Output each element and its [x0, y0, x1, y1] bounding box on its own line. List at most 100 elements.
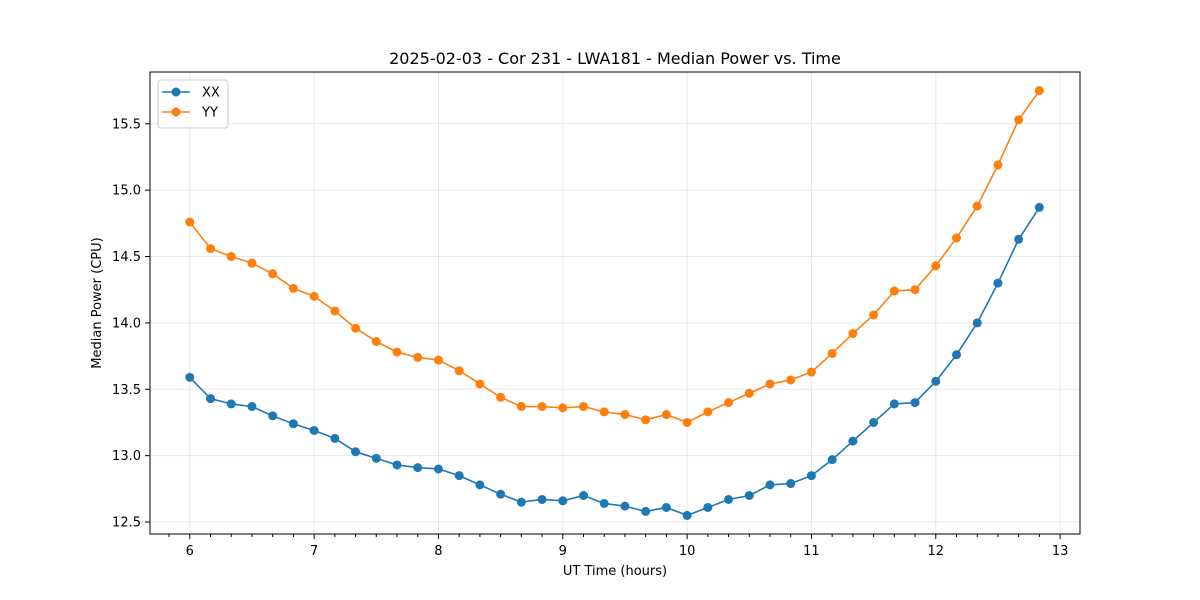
data-point-yy: [724, 398, 734, 408]
legend: XX YY: [157, 79, 229, 129]
data-point-xx: [288, 419, 298, 429]
data-point-xx: [724, 494, 734, 504]
data-point-yy: [1014, 115, 1024, 125]
data-point-yy: [1034, 86, 1044, 96]
data-point-xx: [475, 480, 485, 490]
data-point-xx: [392, 460, 402, 470]
data-point-xx: [806, 471, 816, 481]
data-point-xx: [599, 498, 609, 508]
data-point-yy: [641, 415, 651, 425]
data-point-xx: [889, 399, 899, 409]
x-tick-label: 12: [928, 544, 945, 559]
data-point-xx: [413, 463, 423, 473]
data-point-xx: [641, 506, 651, 516]
data-point-xx: [786, 479, 796, 489]
data-point-yy: [537, 402, 547, 412]
data-point-xx: [744, 491, 754, 500]
data-point-yy: [993, 160, 1003, 170]
data-point-xx: [661, 502, 671, 512]
data-point-yy: [910, 285, 920, 295]
data-point-yy: [496, 392, 506, 402]
chart-title: 2025-02-03 - Cor 231 - LWA181 - Median P…: [389, 49, 841, 68]
plot-frame: [149, 71, 1081, 535]
data-point-xx: [433, 464, 443, 474]
data-point-xx: [516, 497, 526, 507]
data-point-yy: [579, 402, 589, 412]
x-tick-label: 8: [434, 544, 442, 559]
y-tick-label: 13.0: [112, 449, 141, 464]
data-point-yy: [765, 379, 775, 389]
data-point-xx: [1034, 202, 1044, 212]
data-point-xx: [537, 494, 547, 504]
data-point-xx: [972, 318, 982, 328]
legend-marker: [171, 107, 181, 117]
data-point-yy: [247, 258, 257, 268]
data-point-xx: [330, 433, 340, 443]
data-point-xx: [765, 480, 775, 490]
x-tick-label: 9: [559, 544, 567, 559]
series-xx: [185, 202, 1044, 520]
data-point-xx: [226, 399, 236, 409]
data-point-xx: [558, 496, 568, 506]
data-point-yy: [206, 244, 216, 254]
x-tick-label: 7: [310, 544, 318, 559]
data-point-xx: [931, 376, 941, 386]
x-tick-label: 6: [186, 544, 194, 559]
legend-label: YY: [201, 106, 218, 121]
legend-label: XX: [202, 86, 220, 101]
data-point-xx: [185, 372, 195, 382]
data-point-xx: [869, 417, 879, 427]
x-axis: 6 7 8 9 10 11 12 13: [168, 534, 1069, 559]
x-tick-label: 13: [1052, 544, 1069, 559]
data-point-yy: [558, 403, 568, 413]
y-tick-label: 14.0: [112, 316, 141, 331]
data-point-xx: [309, 425, 319, 435]
series-layer: [185, 86, 1044, 520]
x-tick-label: 11: [803, 544, 820, 559]
x-axis-label: UT Time (hours): [563, 564, 667, 579]
data-point-xx: [952, 350, 962, 360]
data-point-xx: [848, 436, 858, 446]
grid: [150, 72, 1080, 534]
data-point-xx: [703, 502, 713, 512]
data-point-yy: [620, 410, 630, 420]
data-point-yy: [413, 352, 423, 362]
data-point-yy: [268, 269, 278, 279]
y-tick-label: 15.0: [112, 184, 141, 199]
y-tick-label: 15.5: [112, 117, 141, 132]
legend-marker: [171, 87, 181, 97]
data-point-yy: [806, 367, 816, 377]
data-point-xx: [1014, 234, 1024, 244]
data-point-xx: [247, 402, 257, 412]
data-point-yy: [952, 233, 962, 243]
data-point-yy: [682, 417, 692, 427]
data-point-yy: [330, 306, 340, 316]
data-point-yy: [703, 407, 713, 417]
y-axis-label: Median Power (CPU): [90, 237, 105, 368]
y-axis: 12.5 13.0 13.5 14.0 14.5 15.0 15.5: [112, 117, 150, 531]
y-tick-label: 12.5: [112, 516, 141, 531]
data-point-xx: [910, 398, 920, 408]
data-point-yy: [744, 388, 754, 398]
x-tick-label: 10: [679, 544, 696, 559]
y-tick-label: 14.5: [112, 250, 141, 265]
data-point-yy: [185, 217, 195, 227]
data-point-yy: [786, 375, 796, 385]
data-point-yy: [599, 407, 609, 417]
data-point-yy: [371, 337, 381, 346]
data-point-yy: [475, 379, 485, 389]
data-point-xx: [351, 447, 361, 457]
data-point-yy: [848, 329, 858, 339]
y-tick-label: 13.5: [112, 383, 141, 398]
data-point-yy: [516, 402, 526, 412]
data-point-yy: [351, 323, 361, 333]
data-point-xx: [496, 489, 506, 499]
data-point-yy: [226, 252, 236, 262]
data-point-yy: [392, 347, 402, 357]
data-point-yy: [972, 201, 982, 211]
data-point-yy: [827, 348, 837, 358]
data-point-yy: [454, 366, 464, 376]
data-point-xx: [827, 455, 837, 465]
data-point-yy: [661, 410, 671, 420]
